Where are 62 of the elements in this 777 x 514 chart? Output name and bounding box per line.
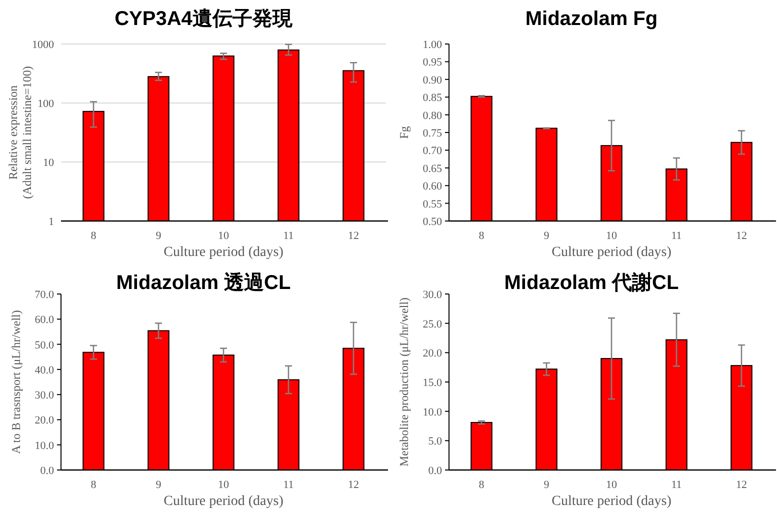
x-tick-label: 10 [218, 479, 230, 491]
chart-title: CYP3A4遺伝子発現 [114, 8, 294, 30]
x-tick-label: 11 [671, 230, 682, 242]
x-tick-label: 9 [544, 230, 550, 242]
y-tick-label: 40.0 [34, 364, 54, 376]
y-axis-title: A to B trasnsport (μL/hr/well) [9, 310, 23, 454]
x-axis-title: Culture period (days) [552, 494, 672, 509]
y-tick-label: 0.80 [422, 110, 442, 122]
y-tick-label: 1 [48, 216, 54, 228]
y-tick-label: 20.0 [34, 414, 54, 427]
y-tick-label: 1.00 [422, 39, 442, 51]
y-tick-label: 10 [43, 157, 54, 169]
y-tick-label: 20.0 [422, 348, 442, 360]
x-axis-title: Culture period (days) [164, 494, 284, 509]
y-tick-label: 0.90 [422, 74, 442, 86]
x-tick-label: 11 [283, 230, 294, 242]
y-tick-label: 0.0 [40, 465, 54, 477]
y-tick-label: 10.0 [34, 440, 54, 452]
y-axis-title: Relative expression (Adult small intestine=100) [6, 66, 34, 199]
y-tick-label: 15.0 [422, 377, 442, 389]
x-tick-label: 12 [736, 230, 747, 242]
y-tick-label: 100 [38, 98, 54, 110]
y-axis-title: Fg [397, 126, 411, 139]
y-tick-label: 1000 [32, 39, 54, 51]
y-tick-label: 0.70 [422, 145, 442, 158]
y-tick-label: 0.60 [422, 180, 442, 193]
y-tick-label: 0.85 [422, 92, 442, 104]
chart-title: Midazolam Fg [525, 8, 658, 30]
x-tick-label: 11 [283, 479, 294, 491]
x-tick-label: 8 [90, 479, 97, 491]
x-tick-label: 9 [156, 479, 162, 491]
y-tick-label: 0.75 [422, 128, 442, 140]
chart-title: Midazolam 代謝CL [504, 271, 679, 294]
x-tick-label: 12 [348, 230, 359, 242]
x-tick-label: 9 [156, 230, 162, 242]
x-tick-label: 8 [478, 230, 485, 242]
x-tick-label: 12 [348, 479, 359, 491]
y-tick-label: 5.0 [428, 436, 442, 448]
x-axis-title: Culture period (days) [552, 245, 672, 260]
x-tick-label: 9 [544, 479, 550, 491]
y-tick-label: 30.0 [34, 390, 54, 402]
x-tick-label: 8 [478, 479, 485, 491]
y-tick-label: 0.95 [422, 56, 442, 69]
y-tick-label: 10.0 [422, 406, 442, 418]
x-tick-label: 8 [90, 230, 97, 242]
y-tick-label: 0.50 [422, 216, 442, 228]
x-axis-title: Culture period (days) [164, 245, 284, 260]
y-axis-title: Metabolite production (μL/hr/well) [397, 297, 411, 467]
y-tick-label: 25.0 [422, 318, 442, 330]
x-tick-label: 10 [606, 230, 618, 242]
x-tick-label: 12 [736, 479, 747, 491]
y-tick-label: 0.65 [422, 162, 442, 175]
x-tick-label: 11 [671, 479, 682, 491]
y-tick-label: 60.0 [34, 314, 54, 326]
x-tick-label: 10 [218, 230, 230, 242]
x-tick-label: 10 [606, 479, 618, 491]
y-tick-label: 50.0 [34, 339, 54, 352]
y-tick-label: 70.0 [34, 289, 54, 301]
y-tick-label: 0.55 [422, 198, 442, 210]
chart-title: Midazolam 透過CL [116, 271, 291, 294]
y-tick-label: 30.0 [422, 289, 442, 301]
y-tick-label: 0.0 [428, 465, 442, 477]
